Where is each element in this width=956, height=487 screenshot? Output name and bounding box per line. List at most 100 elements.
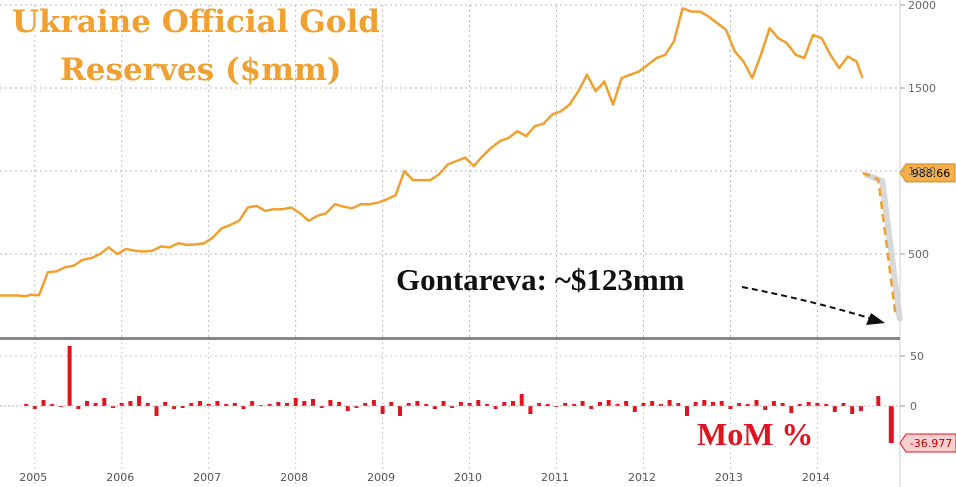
mom-bar	[528, 406, 533, 414]
annotation-arrowhead	[866, 313, 885, 325]
annotation-arrow	[741, 286, 877, 321]
x-tick-label: 2008	[280, 471, 308, 484]
top-panel-grid	[0, 0, 901, 487]
mom-bar	[41, 400, 46, 406]
mom-bar	[398, 406, 402, 416]
mom-bar	[102, 398, 107, 406]
mom-bar	[580, 401, 585, 406]
chart-title-line-1: Ukraine Official Gold	[12, 4, 380, 40]
mom-bar	[476, 400, 481, 406]
mom-bar	[650, 401, 655, 406]
top-y-tick-label: 1500	[908, 82, 936, 95]
last-value-badge: 988.66	[899, 163, 956, 183]
mom-bar	[641, 403, 646, 406]
panel-separator	[0, 337, 900, 340]
projection-shadow	[863, 171, 903, 322]
mom-bar	[145, 403, 150, 406]
mom-bar	[76, 406, 81, 409]
x-tick-label: 2012	[628, 471, 656, 484]
x-tick-label: 2009	[367, 471, 395, 484]
bottom-panel-grid	[0, 342, 900, 487]
mom-bar	[754, 400, 759, 406]
mom-bar	[371, 400, 376, 406]
mom-bar	[293, 398, 298, 406]
projection-dashed-line	[862, 171, 897, 317]
bottom-y-tick-label: 0	[910, 400, 917, 413]
mom-bar	[206, 404, 211, 406]
mom-bar	[632, 406, 637, 412]
mom-bar	[624, 401, 629, 406]
mom-bar	[467, 403, 472, 406]
top-y-tick-label: 1000	[908, 165, 936, 178]
mom-bar	[171, 406, 176, 409]
mom-bar	[563, 403, 568, 406]
mom-bar	[745, 404, 750, 406]
mom-bar	[137, 396, 142, 406]
mom-bar	[458, 402, 463, 406]
mom-bar	[876, 396, 881, 406]
mom-bar	[485, 404, 489, 406]
mom-bar	[571, 404, 576, 406]
mom-bar	[50, 404, 55, 406]
mom-bar	[337, 402, 342, 406]
mom-bar	[519, 394, 524, 406]
mom-bar	[850, 406, 855, 414]
x-axis-ticks: 2005 2006 2007 2008 2009 2010 2011 2012 2013 2014	[19, 471, 830, 484]
mom-bar	[606, 400, 611, 406]
mom-bar	[711, 402, 715, 406]
mom-bar	[345, 406, 350, 411]
mom-label: MoM %	[697, 416, 813, 452]
mom-bar	[363, 403, 368, 406]
mom-bar	[771, 401, 776, 406]
x-tick-label: 2013	[715, 471, 743, 484]
bottom-y-tick-label: 50	[910, 350, 924, 363]
mom-bar	[406, 403, 411, 406]
mom-bar	[798, 404, 802, 406]
mom-bar	[719, 401, 724, 406]
mom-bar	[128, 401, 133, 406]
top-y-axis-ticks: 500 1000 1500 2000	[900, 0, 936, 261]
mom-bar	[737, 403, 742, 406]
mom-bar	[180, 406, 185, 408]
mom-bar	[198, 401, 202, 406]
mom-bar	[328, 400, 333, 406]
mom-bar	[832, 406, 837, 412]
mom-bar	[93, 403, 98, 406]
mom-bar	[424, 404, 429, 406]
mom-bar	[267, 404, 272, 406]
x-tick-label: 2010	[454, 471, 482, 484]
mom-bar	[241, 406, 246, 409]
mom-bar	[163, 402, 168, 406]
mom-last-value-label: -36.977	[910, 437, 952, 450]
x-tick-label: 2011	[541, 471, 569, 484]
mom-bar	[232, 403, 237, 406]
mom-bar	[615, 404, 620, 406]
mom-bar	[85, 401, 89, 406]
chart-title-line-2: Reserves ($mm)	[60, 52, 341, 88]
mom-bar	[502, 402, 507, 406]
mom-bar	[354, 406, 359, 408]
x-tick-label: 2005	[19, 471, 47, 484]
mom-bar	[537, 403, 542, 406]
mom-bar	[111, 406, 115, 408]
mom-bar	[667, 400, 672, 406]
mom-bar	[598, 402, 602, 406]
mom-bar	[824, 404, 829, 406]
mom-bar	[285, 403, 289, 406]
mom-bar	[415, 401, 420, 406]
mom-bars	[24, 346, 894, 443]
mom-bar	[250, 401, 255, 406]
mom-bar	[32, 406, 37, 409]
mom-bar	[789, 406, 794, 413]
mom-bar	[728, 406, 733, 409]
mom-bar	[215, 401, 220, 406]
mom-bar	[815, 403, 820, 406]
mom-bar	[685, 406, 689, 416]
last-value-badge-shape	[899, 163, 956, 183]
mom-bar-last	[888, 406, 894, 443]
mom-bar	[276, 402, 281, 406]
mom-bar	[841, 403, 846, 406]
mom-bar	[658, 404, 663, 406]
mom-bar	[858, 406, 863, 411]
